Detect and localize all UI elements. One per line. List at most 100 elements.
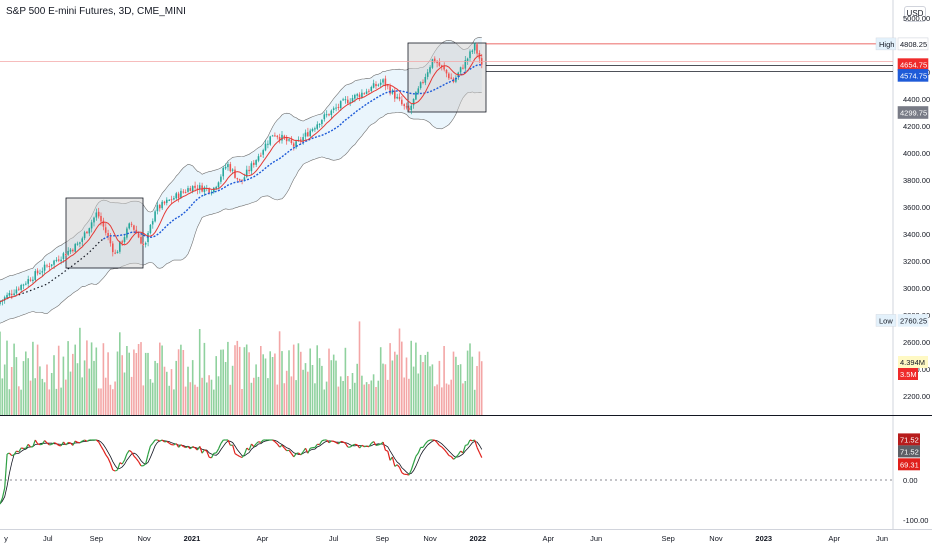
oscillator-line-segment: [124, 453, 128, 461]
price-tick-label: 3000.00: [903, 284, 930, 293]
volume-bar: [363, 384, 365, 415]
volume-bar: [426, 351, 429, 415]
oscillator-tag-box: [898, 445, 920, 458]
oscillator-line-segment: [328, 440, 332, 444]
price-tick-label: 4000.00: [903, 149, 930, 158]
oscillator-line-segment: [37, 443, 41, 446]
candle-body: [161, 201, 163, 209]
candle-body: [410, 105, 412, 110]
candle-body: [48, 266, 51, 267]
candle-body: [130, 223, 133, 225]
oscillator-line-segment: [396, 464, 400, 468]
candle-body: [368, 90, 370, 92]
volume-bar: [394, 351, 396, 415]
oscillator-line-segment: [290, 453, 295, 458]
oscillator-line-segment: [364, 445, 367, 448]
volume-bar: [170, 369, 173, 415]
oscillator-pane: [0, 439, 893, 505]
price-tick-label: 3200.00: [903, 257, 930, 266]
volume-bar: [433, 386, 436, 415]
volume-bar: [424, 355, 427, 415]
volume-bar: [203, 342, 206, 415]
oscillator-line-segment: [401, 472, 405, 475]
volume-bar: [323, 389, 326, 415]
volume-bar: [50, 373, 53, 415]
volume-bar: [241, 389, 243, 415]
candle-body: [408, 107, 410, 110]
candle-body: [46, 265, 48, 267]
candle-body: [462, 67, 464, 69]
candle-body: [403, 104, 405, 107]
oscillator-line-segment: [46, 442, 50, 446]
oscillator-line-segment: [164, 440, 167, 443]
volume-bar: [95, 347, 98, 415]
candle-body: [177, 193, 180, 199]
price-tick-label: 2200.00: [903, 392, 930, 401]
oscillator-line-segment: [333, 440, 337, 444]
candle-body: [25, 283, 27, 285]
oscillator-line-segment: [321, 439, 325, 442]
oscillator-line-segment: [361, 444, 365, 448]
candle-body: [29, 279, 32, 281]
candle-body: [191, 186, 194, 192]
volume-bar: [39, 366, 41, 415]
candle-body: [433, 58, 436, 62]
oscillator-line-segment: [107, 457, 112, 464]
volume-bar: [321, 365, 323, 415]
volume-bar: [316, 345, 318, 415]
candle-body: [43, 264, 46, 271]
candle-body: [229, 164, 232, 172]
oscillator-line-segment: [183, 445, 186, 449]
candle-body: [401, 99, 403, 105]
currency-button[interactable]: USD: [904, 6, 926, 22]
volume-bar: [161, 345, 163, 415]
volume-bar: [370, 380, 373, 415]
volume-bar: [236, 340, 239, 415]
price-tick-label: 2600.00: [903, 338, 930, 347]
candle-body: [328, 114, 330, 116]
candle-body: [314, 128, 316, 130]
volume-bar: [180, 344, 182, 415]
candle-body: [363, 93, 365, 95]
volume-bar: [250, 382, 253, 415]
volume-bar: [382, 363, 384, 415]
candle-body: [198, 185, 201, 190]
candle-body: [13, 293, 15, 295]
oscillator-line-segment: [173, 443, 177, 446]
time-tick-label: Sep: [662, 534, 675, 543]
candle-body: [445, 70, 448, 74]
candle-body: [384, 78, 387, 87]
oscillator-line-segment: [220, 439, 224, 444]
candle-body: [41, 271, 44, 273]
oscillator-line-segment: [159, 439, 163, 442]
oscillator-line-segment: [272, 439, 276, 443]
volume-bar: [462, 383, 464, 415]
volume-bar: [300, 351, 302, 415]
oscillator-line-segment: [49, 443, 52, 446]
candle-body: [0, 301, 1, 305]
volume-bar: [116, 351, 119, 415]
volume-bar: [473, 389, 476, 415]
candle-body: [90, 222, 93, 229]
candle-body: [231, 169, 234, 171]
candle-body: [128, 223, 130, 229]
candle-body: [220, 176, 222, 182]
price-tag-box: [897, 37, 929, 51]
oscillator-line-segment: [210, 453, 215, 459]
candle-body: [135, 229, 138, 233]
volume-bar: [445, 383, 448, 415]
volume-bar: [417, 373, 420, 415]
oscillator-line-segment: [422, 443, 426, 448]
volume-bar: [466, 350, 469, 415]
oscillator-line-segment: [51, 442, 55, 445]
candle-body: [365, 91, 368, 94]
volume-bar: [194, 384, 196, 415]
price-tick-label: 4400.00: [903, 95, 930, 104]
candle-body: [234, 169, 236, 178]
oscillator-line-segment: [310, 447, 313, 449]
candle-body: [476, 44, 478, 54]
candle-body: [424, 77, 427, 83]
time-tick-label: Jul: [329, 534, 339, 543]
